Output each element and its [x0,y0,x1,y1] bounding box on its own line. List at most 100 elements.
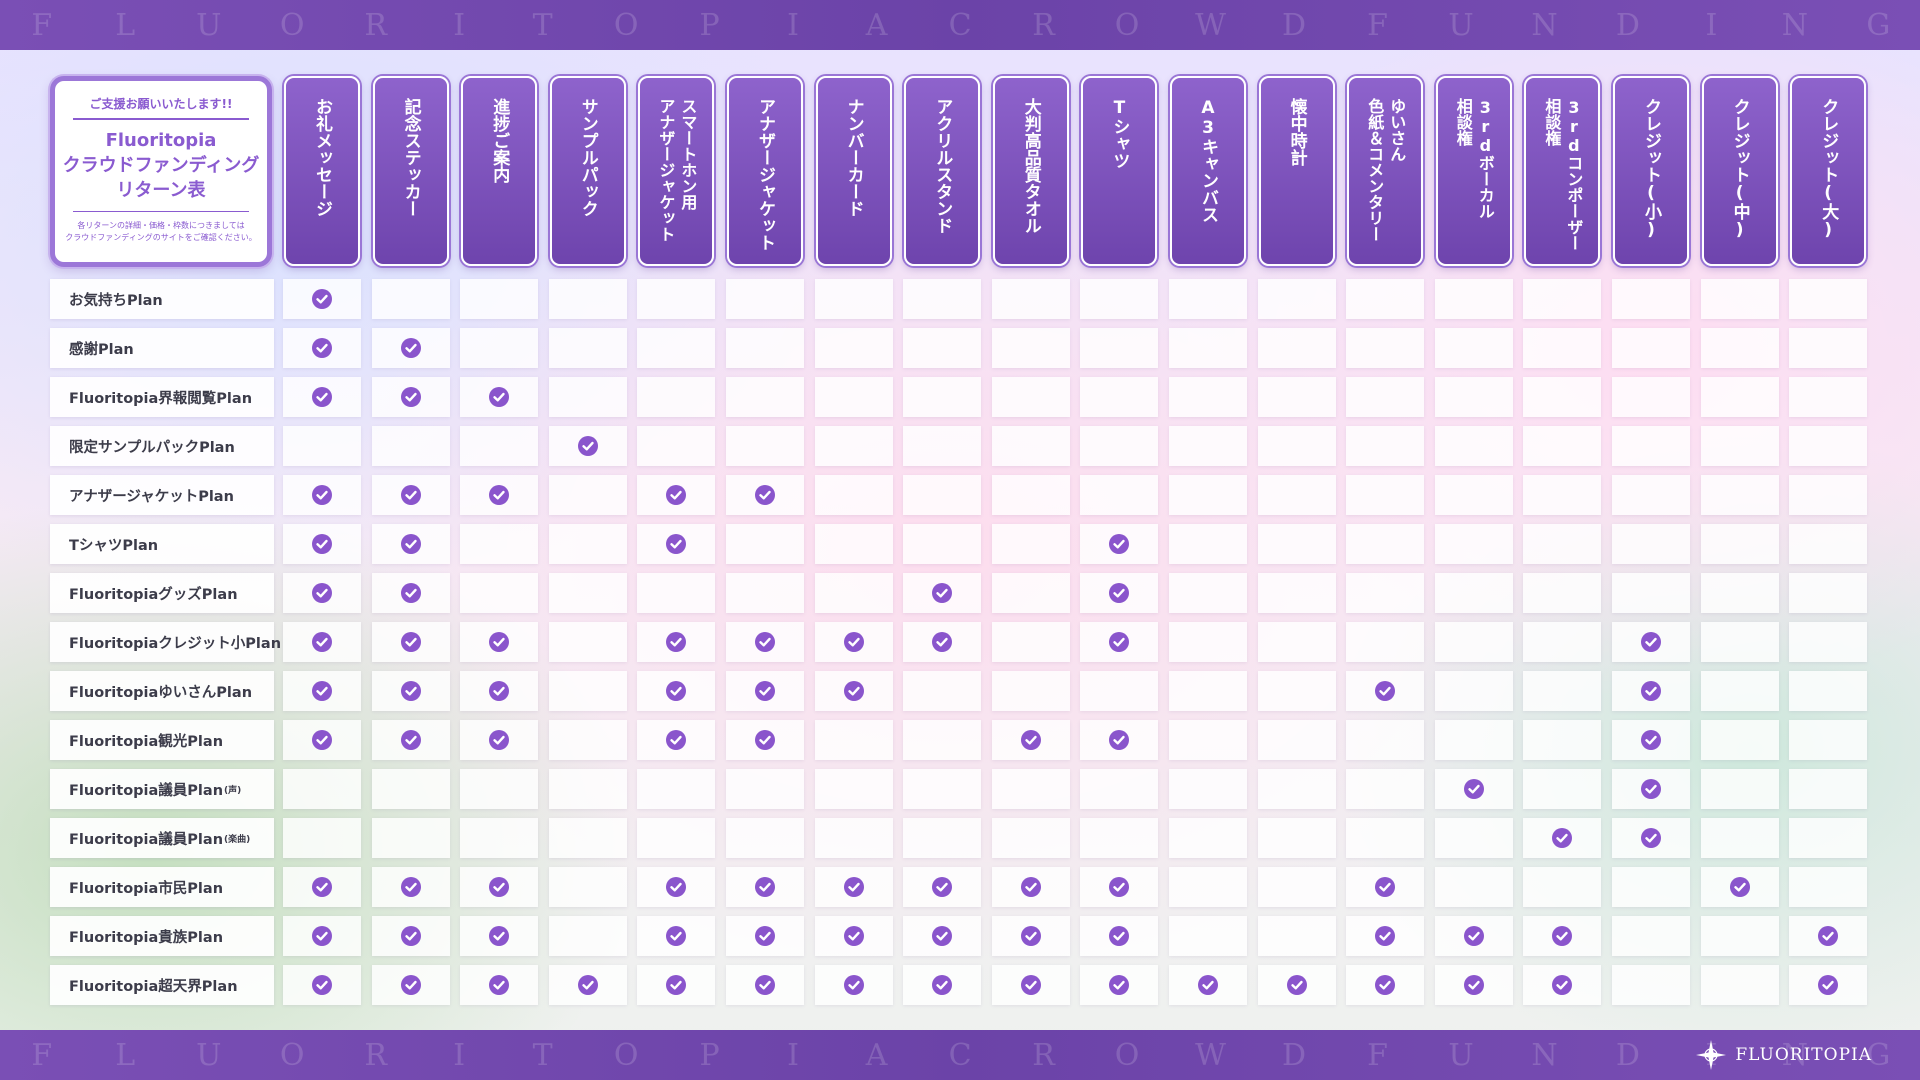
return-cell [1257,524,1336,564]
return-cell [1346,916,1425,956]
return-cell [991,573,1070,613]
return-cell [1523,769,1602,809]
return-cell [637,720,716,760]
return-cell [1169,573,1247,613]
return-cell [903,671,982,711]
return-cell [1700,769,1779,809]
return-cell [1257,328,1336,368]
return-cell [814,818,893,858]
return-cell [1523,377,1602,417]
plan-row-label: アナザージャケットPlan [50,475,274,515]
return-cell [1523,279,1602,319]
plan-name: 感謝Plan [69,341,134,358]
return-cell [1523,328,1602,368]
return-cell [991,769,1070,809]
return-cell [1169,622,1247,662]
banner-letter: G [1866,1037,1891,1073]
check-circle-icon [1375,877,1396,897]
return-cell [1080,916,1159,956]
return-cell [283,524,361,564]
check-circle-icon [489,387,510,407]
check-circle-icon [400,730,421,750]
return-cell [1169,818,1247,858]
check-circle-icon [1463,975,1484,995]
return-cell [1612,916,1690,956]
return-cell [1169,720,1247,760]
return-cell [548,279,627,319]
return-cell [903,769,982,809]
return-cell [1700,328,1779,368]
return-cell [548,671,627,711]
check-circle-icon [1375,926,1396,946]
check-circle-icon [489,632,510,652]
return-cell [1612,965,1690,1005]
return-cell [726,769,804,809]
return-cell [1612,573,1690,613]
return-cell [1080,965,1159,1005]
check-circle-icon [932,632,953,652]
title-divider-2 [73,211,249,212]
check-circle-icon [400,583,421,603]
return-cell [1346,573,1425,613]
return-cell [1523,426,1602,466]
banner-letter: A [865,1037,888,1073]
check-circle-icon [1552,975,1573,995]
return-cell [637,524,716,564]
return-cell [637,426,716,466]
check-circle-icon [1641,681,1661,701]
banner-letter: O [279,7,305,43]
return-cell [1169,426,1247,466]
return-cell [371,573,450,613]
banner-letter: F [31,1037,53,1073]
return-cell [460,622,539,662]
return-cell [283,622,361,662]
return-cell [371,916,450,956]
return-cell [283,916,361,956]
title-card: ご支援お願いいたします!! Fluoritopia クラウドファンディング リタ… [50,76,272,267]
check-circle-icon [1020,730,1041,750]
return-cell [1612,279,1690,319]
return-cell [548,622,627,662]
check-circle-icon [489,975,510,995]
check-circle-icon [843,681,864,701]
banner-letter: G [1866,7,1891,43]
return-cell [460,573,539,613]
return-cell [283,426,361,466]
column-label: クレジット(中) [1729,98,1750,240]
banner-letter: O [1114,7,1140,43]
return-cell [903,622,982,662]
return-cell [1700,671,1779,711]
check-circle-icon [312,338,332,358]
column-header: ナンバーカード [815,76,892,266]
return-cell [548,769,627,809]
check-circle-icon [843,975,864,995]
return-cell [1789,965,1868,1005]
return-cell [283,573,361,613]
return-cell [1346,377,1425,417]
check-circle-icon [489,730,510,750]
check-circle-icon [1109,730,1130,750]
return-cell [1080,720,1159,760]
return-cell [1257,377,1336,417]
return-cell [1080,622,1159,662]
return-cell [1789,279,1868,319]
check-circle-icon [1818,975,1839,995]
column-header: 大判高品質タオル [992,76,1069,266]
return-cell [1257,720,1336,760]
column-label: クレジット(小) [1641,98,1661,240]
plan-row-label: Fluoritopia観光Plan [50,720,274,760]
return-cell [1080,377,1159,417]
check-circle-icon [1641,828,1661,848]
banner-letter: N [1781,7,1809,43]
return-cell [991,720,1070,760]
brand-name: FLUORITOPIA [1735,1045,1872,1065]
return-cell [903,720,982,760]
return-cell [1612,426,1690,466]
return-cell [1523,720,1602,760]
return-cell [637,965,716,1005]
column-label: アナザージャケット [755,98,775,251]
check-circle-icon [400,877,421,897]
return-cell [283,720,361,760]
return-cell [548,720,627,760]
